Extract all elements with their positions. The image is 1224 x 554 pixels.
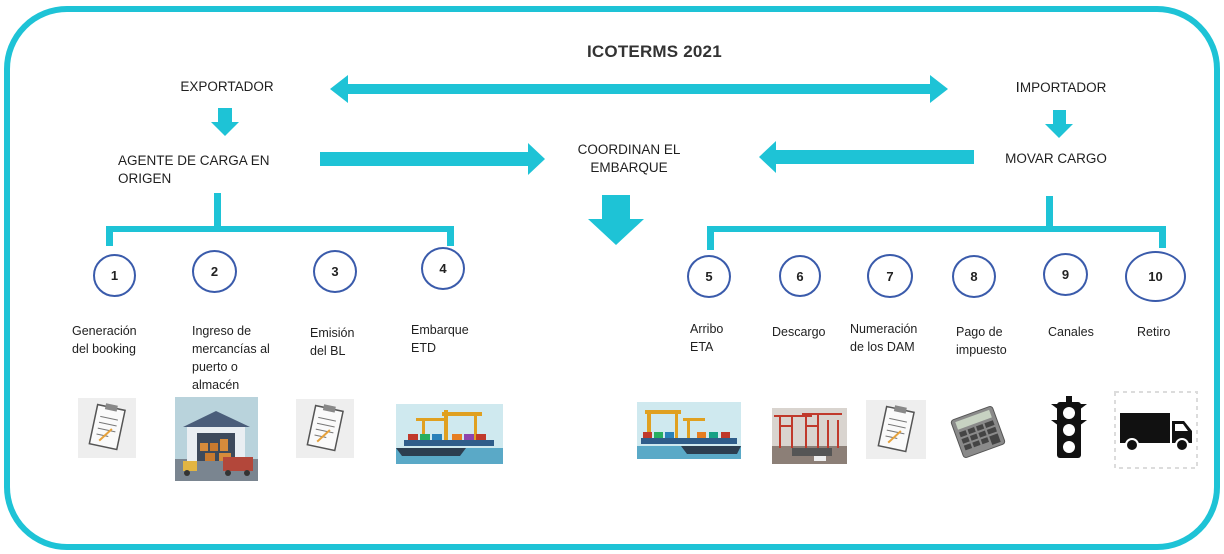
clipboard-icon	[296, 399, 354, 458]
truck-icon	[1114, 391, 1198, 469]
outer-frame	[4, 6, 1220, 550]
origin-agent-label: AGENTE DE CARGA EN ORIGEN	[118, 153, 270, 186]
step-circle-8: 8	[952, 255, 996, 298]
coordinate-label: COORDINAN EL EMBARQUE	[577, 142, 681, 175]
step-circle-4: 4	[421, 247, 465, 290]
step-label-7: Numeración de los DAM	[850, 322, 918, 354]
port-cranes-icon	[772, 408, 847, 464]
left-bracket	[106, 193, 454, 246]
step-label-3: Emisión del BL	[310, 326, 355, 358]
warehouse-icon	[175, 397, 258, 481]
step-circle-10: 10	[1125, 251, 1186, 302]
step-label-2: Ingreso de mercancías al puerto o almacé…	[192, 324, 270, 392]
step-circle-2: 2	[192, 250, 237, 293]
step-circle-1: 1	[93, 254, 136, 297]
step-label-8: Pago de impuesto	[956, 325, 1007, 357]
step-circle-9: 9	[1043, 253, 1088, 296]
step-label-10: Retiro	[1137, 325, 1171, 339]
down-arrow-center	[588, 195, 644, 245]
step-circle-5: 5	[687, 255, 731, 298]
calculator-icon	[950, 406, 1006, 458]
down-arrow-importer	[1045, 110, 1073, 138]
step-label-4: Embarque ETD	[411, 323, 469, 355]
ship-port-icon	[396, 404, 503, 464]
step-circle-3: 3	[313, 250, 357, 293]
step-label-9: Canales	[1048, 325, 1094, 339]
importer-label-rest: MPORTADOR	[1019, 80, 1107, 95]
exporter-label: EXPORTADOR	[180, 79, 274, 94]
left-arrow-movar	[759, 141, 974, 173]
importer-label-initial: I	[1015, 79, 1020, 96]
traffic-light-icon	[1051, 396, 1087, 458]
ship-port-icon	[637, 402, 741, 459]
step-circle-7: 7	[867, 254, 913, 298]
diagram-title: ICOTERMS 2021	[587, 42, 722, 61]
step-label-1: Generación del booking	[72, 324, 137, 356]
importer-label: IMPORTADOR	[1005, 79, 1117, 97]
clipboard-icon	[866, 400, 926, 459]
movar-label: MOVAR CARGO	[1005, 151, 1107, 166]
right-arrow-agent	[320, 143, 545, 175]
double-arrow	[330, 75, 948, 103]
right-bracket	[707, 196, 1166, 250]
step-label-6: Descargo	[772, 325, 826, 339]
clipboard-icon	[78, 398, 136, 458]
step-label-5: Arribo ETA	[690, 322, 724, 354]
down-arrow-exporter	[211, 108, 239, 136]
step-circle-6: 6	[779, 255, 821, 297]
